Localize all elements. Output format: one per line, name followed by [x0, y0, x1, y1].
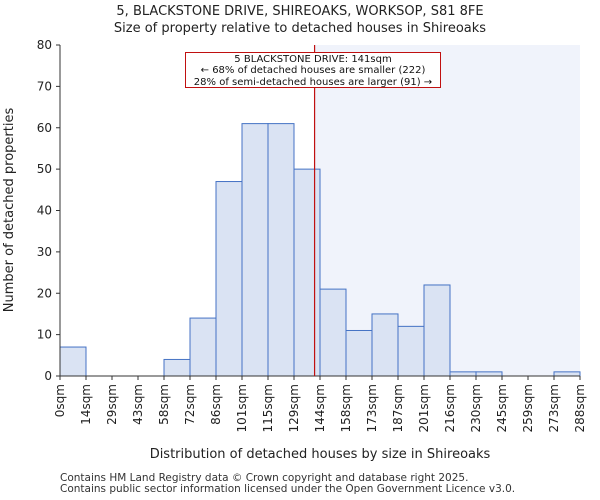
x-tick-label: 144sqm — [313, 384, 327, 432]
bar-0sqm — [59, 346, 87, 377]
x-tick-label: 230sqm — [469, 384, 483, 432]
x-axis-label: Distribution of detached houses by size … — [150, 447, 491, 462]
x-tick-label: 129sqm — [287, 384, 301, 432]
x-tick-label: 173sqm — [365, 384, 379, 432]
x-tick-label: 29sqm — [105, 384, 119, 425]
y-tick-label: 20 — [37, 286, 52, 300]
bar-129sqm — [293, 168, 321, 377]
x-tick-label: 288sqm — [573, 384, 587, 432]
y-ticks: 0 10 20 30 40 50 60 70 80 — [37, 38, 60, 383]
annotation-line-3: 28% of semi-detached houses are larger (… — [193, 76, 433, 88]
annotation-box: 5 BLACKSTONE DRIVE: 141sqm ← 68% of deta… — [185, 52, 441, 88]
x-ticks: 0sqm 14sqm 29sqm 43sqm 58sqm 72sqm 86sqm 101sqm… — [53, 376, 587, 432]
bar-273sqm — [553, 371, 581, 377]
x-tick-label: 158sqm — [339, 384, 353, 432]
bar-86sqm — [215, 181, 243, 377]
x-tick-label: 259sqm — [521, 384, 535, 432]
bar-216sqm — [449, 371, 477, 377]
bars — [59, 123, 581, 377]
bar-115sqm — [267, 123, 295, 377]
bar-173sqm — [371, 313, 399, 377]
x-tick-label: 72sqm — [183, 384, 197, 425]
x-tick-label: 187sqm — [391, 384, 405, 432]
x-tick-label: 0sqm — [53, 384, 67, 417]
bar-144sqm — [319, 288, 347, 377]
bar-230sqm — [475, 371, 503, 377]
y-tick-label: 80 — [37, 38, 52, 52]
x-tick-label: 58sqm — [157, 384, 171, 425]
y-tick-label: 10 — [37, 328, 52, 342]
bar-58sqm — [163, 358, 191, 377]
x-tick-label: 101sqm — [235, 384, 249, 432]
x-tick-label: 43sqm — [131, 384, 145, 425]
bar-101sqm — [241, 123, 269, 377]
chart-title: 5, BLACKSTONE DRIVE, SHIREOAKS, WORKSOP,… — [116, 4, 484, 19]
y-tick-label: 60 — [37, 121, 52, 135]
bar-187sqm — [397, 325, 425, 377]
footer-line-2: Contains public sector information licen… — [60, 483, 516, 495]
y-axis-label: Number of detached properties — [2, 108, 17, 313]
footer-line-1: Contains HM Land Registry data © Crown c… — [60, 472, 469, 484]
y-tick-label: 40 — [37, 204, 52, 218]
x-tick-label: 273sqm — [547, 384, 561, 432]
annotation-line-2: ← 68% of detached houses are smaller (22… — [200, 65, 426, 77]
y-tick-label: 50 — [37, 162, 52, 176]
bar-201sqm — [423, 284, 451, 377]
x-tick-label: 14sqm — [79, 384, 93, 425]
bar-72sqm — [189, 317, 217, 377]
y-tick-label: 70 — [37, 79, 52, 93]
x-tick-label: 86sqm — [209, 384, 223, 425]
x-tick-label: 115sqm — [261, 384, 275, 432]
annotation-line-1: 5 BLACKSTONE DRIVE: 141sqm — [234, 54, 392, 65]
y-tick-label: 30 — [37, 245, 52, 259]
y-tick-label: 0 — [44, 369, 52, 383]
x-tick-label: 216sqm — [443, 384, 457, 432]
bar-158sqm — [345, 329, 373, 377]
chart-subtitle: Size of property relative to detached ho… — [113, 21, 487, 36]
x-tick-label: 245sqm — [495, 384, 509, 432]
x-tick-label: 201sqm — [417, 384, 431, 432]
